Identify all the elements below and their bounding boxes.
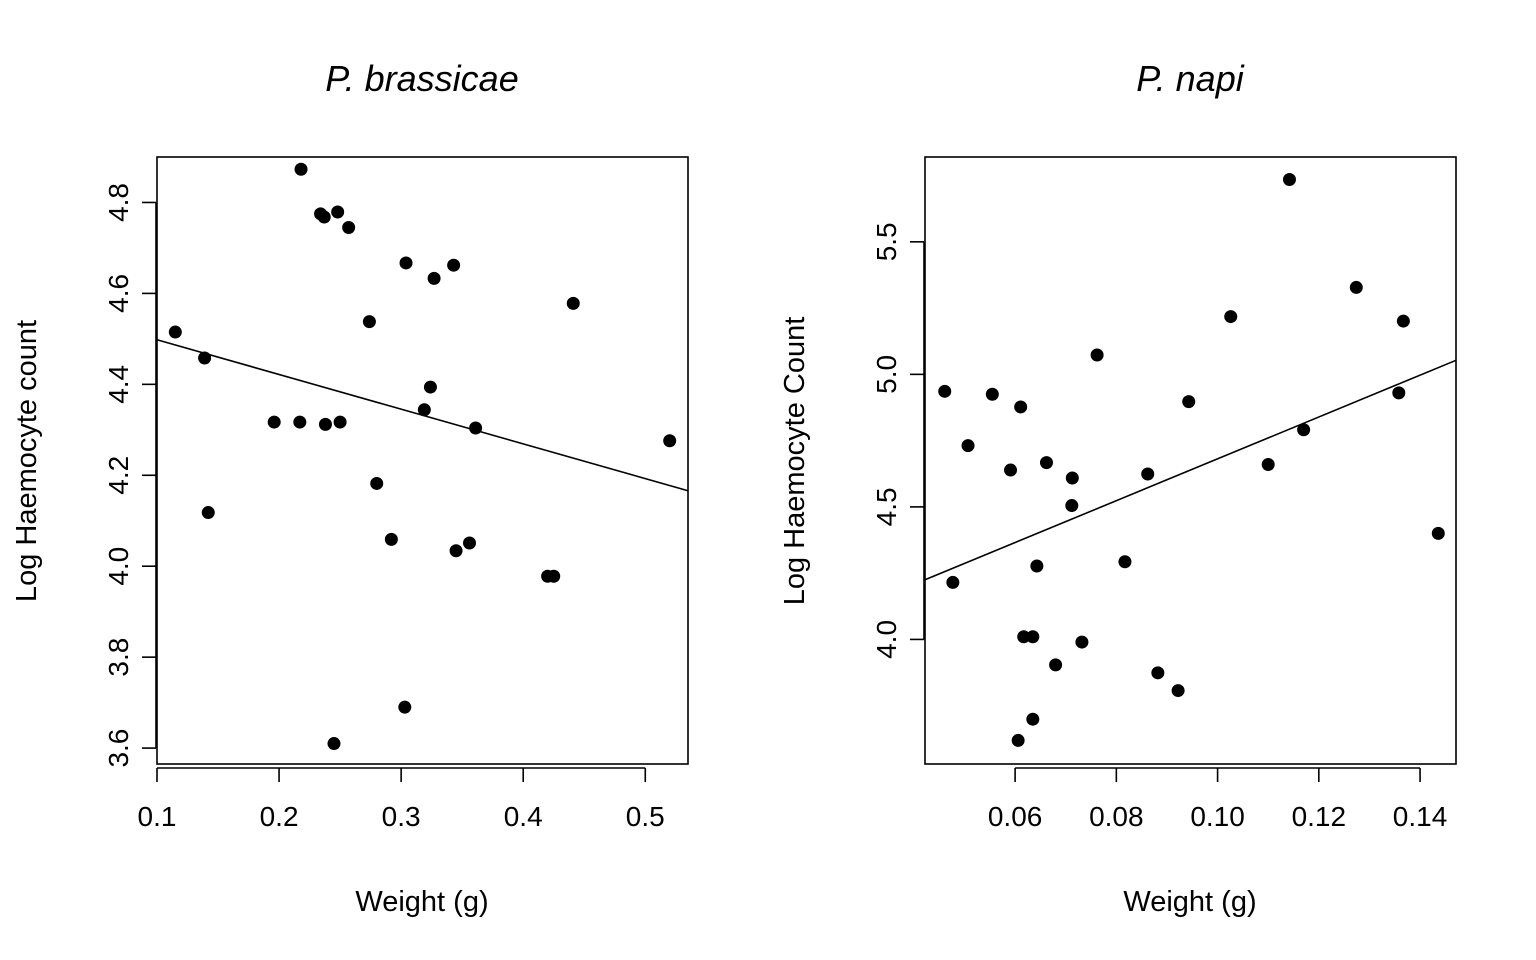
data-point (1224, 310, 1238, 324)
regression-line (924, 359, 1457, 581)
x-tick-label: 0.14 (1393, 801, 1448, 832)
x-tick-label: 0.4 (504, 801, 543, 832)
data-point (342, 220, 356, 234)
x-axis: 0.1 0.2 0.3 0.4 0.5 (138, 767, 665, 832)
y-tick-label: 5.0 (871, 355, 902, 394)
y-tick-label: 3.6 (103, 729, 134, 768)
x-axis-label: Weight (g) (1123, 886, 1256, 918)
data-point (985, 387, 999, 401)
y-tick-label: 4.4 (103, 365, 134, 404)
x-tick-label: 0.1 (138, 801, 177, 832)
data-point (946, 575, 960, 589)
data-point (333, 415, 347, 429)
panel-napi: P. napi 0.06 0.08 0.10 0.12 0.14 4.0 4.5 5.0 5.… (779, 58, 1457, 918)
y-tick-label: 4.0 (871, 620, 902, 659)
data-point (1282, 173, 1296, 187)
data-point (1151, 666, 1165, 680)
panel-brassicae: P. brassicae 0.1 0.2 0.3 0.4 0.5 3.6 3.8 4.0 4.… (11, 58, 689, 918)
data-point (417, 403, 431, 417)
data-point (1431, 526, 1445, 540)
data-point (1004, 463, 1018, 477)
data-point (1011, 733, 1025, 747)
data-point (1026, 630, 1040, 644)
y-axis-label: Log Haemocyte count (11, 320, 43, 602)
data-point (331, 205, 345, 219)
x-tick-label: 0.10 (1190, 801, 1245, 832)
y-tick-label: 4.0 (103, 547, 134, 586)
y-axis: 4.0 4.5 5.0 5.5 (871, 222, 925, 659)
y-tick-label: 4.6 (103, 274, 134, 313)
data-point (318, 417, 332, 431)
y-tick-label: 3.8 (103, 638, 134, 677)
data-point (1297, 423, 1311, 437)
data-point (293, 415, 307, 429)
data-point (449, 544, 463, 558)
data-point (201, 506, 215, 520)
data-point (1396, 314, 1410, 328)
plot-frame (156, 156, 689, 765)
data-point (547, 569, 561, 583)
data-point (423, 380, 437, 394)
data-point (1392, 386, 1406, 400)
data-point (566, 296, 580, 310)
data-point (1349, 280, 1363, 294)
data-point (1049, 658, 1063, 672)
x-axis: 0.06 0.08 0.10 0.12 0.14 (988, 767, 1448, 832)
data-point (1118, 555, 1132, 569)
data-point (168, 325, 182, 339)
chart-title: P. napi (1136, 58, 1244, 99)
data-point (198, 351, 212, 365)
x-tick-label: 0.3 (382, 801, 421, 832)
y-tick-label: 4.2 (103, 456, 134, 495)
data-point (294, 162, 308, 176)
data-point (362, 315, 376, 329)
data-point (384, 532, 398, 546)
y-tick-label: 5.5 (871, 222, 902, 261)
chart-title: P. brassicae (325, 58, 518, 99)
data-point (399, 256, 413, 270)
x-axis-label: Weight (g) (355, 886, 488, 918)
data-point (1090, 348, 1104, 362)
data-point (398, 700, 412, 714)
data-point (427, 271, 441, 285)
data-point (469, 421, 483, 435)
data-point (447, 258, 461, 272)
x-tick-label: 0.12 (1292, 801, 1347, 832)
x-tick-label: 0.08 (1089, 801, 1144, 832)
data-points (938, 173, 1445, 747)
data-point (317, 210, 331, 224)
y-tick-label: 4.5 (871, 487, 902, 526)
plot-frame (924, 156, 1457, 765)
data-point (1141, 467, 1155, 481)
data-point (370, 476, 384, 490)
data-point (1065, 471, 1079, 485)
data-point (663, 434, 677, 448)
y-axis: 3.6 3.8 4.0 4.2 4.4 4.6 4.8 (103, 183, 157, 768)
x-tick-label: 0.5 (626, 801, 665, 832)
data-point (1030, 559, 1044, 573)
data-point (267, 415, 281, 429)
data-point (938, 384, 952, 398)
data-point (327, 737, 341, 751)
data-points (168, 162, 677, 751)
data-point (1075, 635, 1089, 649)
x-tick-label: 0.06 (988, 801, 1043, 832)
data-point (961, 439, 975, 453)
data-point (1065, 499, 1079, 513)
data-point (1261, 457, 1275, 471)
data-point (1171, 684, 1185, 698)
x-tick-label: 0.2 (260, 801, 299, 832)
data-point (1014, 400, 1028, 414)
data-point (462, 536, 476, 550)
y-axis-label: Log Haemocyte Count (779, 317, 811, 606)
data-point (1026, 712, 1040, 726)
data-point (1182, 395, 1196, 409)
data-point (1017, 630, 1031, 644)
y-tick-label: 4.8 (103, 183, 134, 222)
data-point (1039, 456, 1053, 470)
